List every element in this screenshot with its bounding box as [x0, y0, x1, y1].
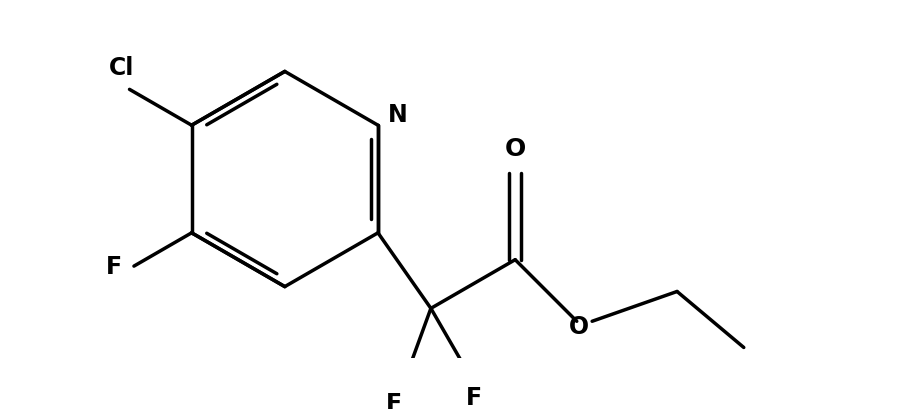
- Text: Cl: Cl: [108, 56, 134, 80]
- Text: F: F: [106, 254, 122, 279]
- Text: F: F: [466, 385, 483, 409]
- Text: O: O: [505, 137, 526, 161]
- Text: F: F: [386, 391, 402, 409]
- Text: N: N: [387, 103, 408, 127]
- Text: O: O: [569, 315, 588, 339]
